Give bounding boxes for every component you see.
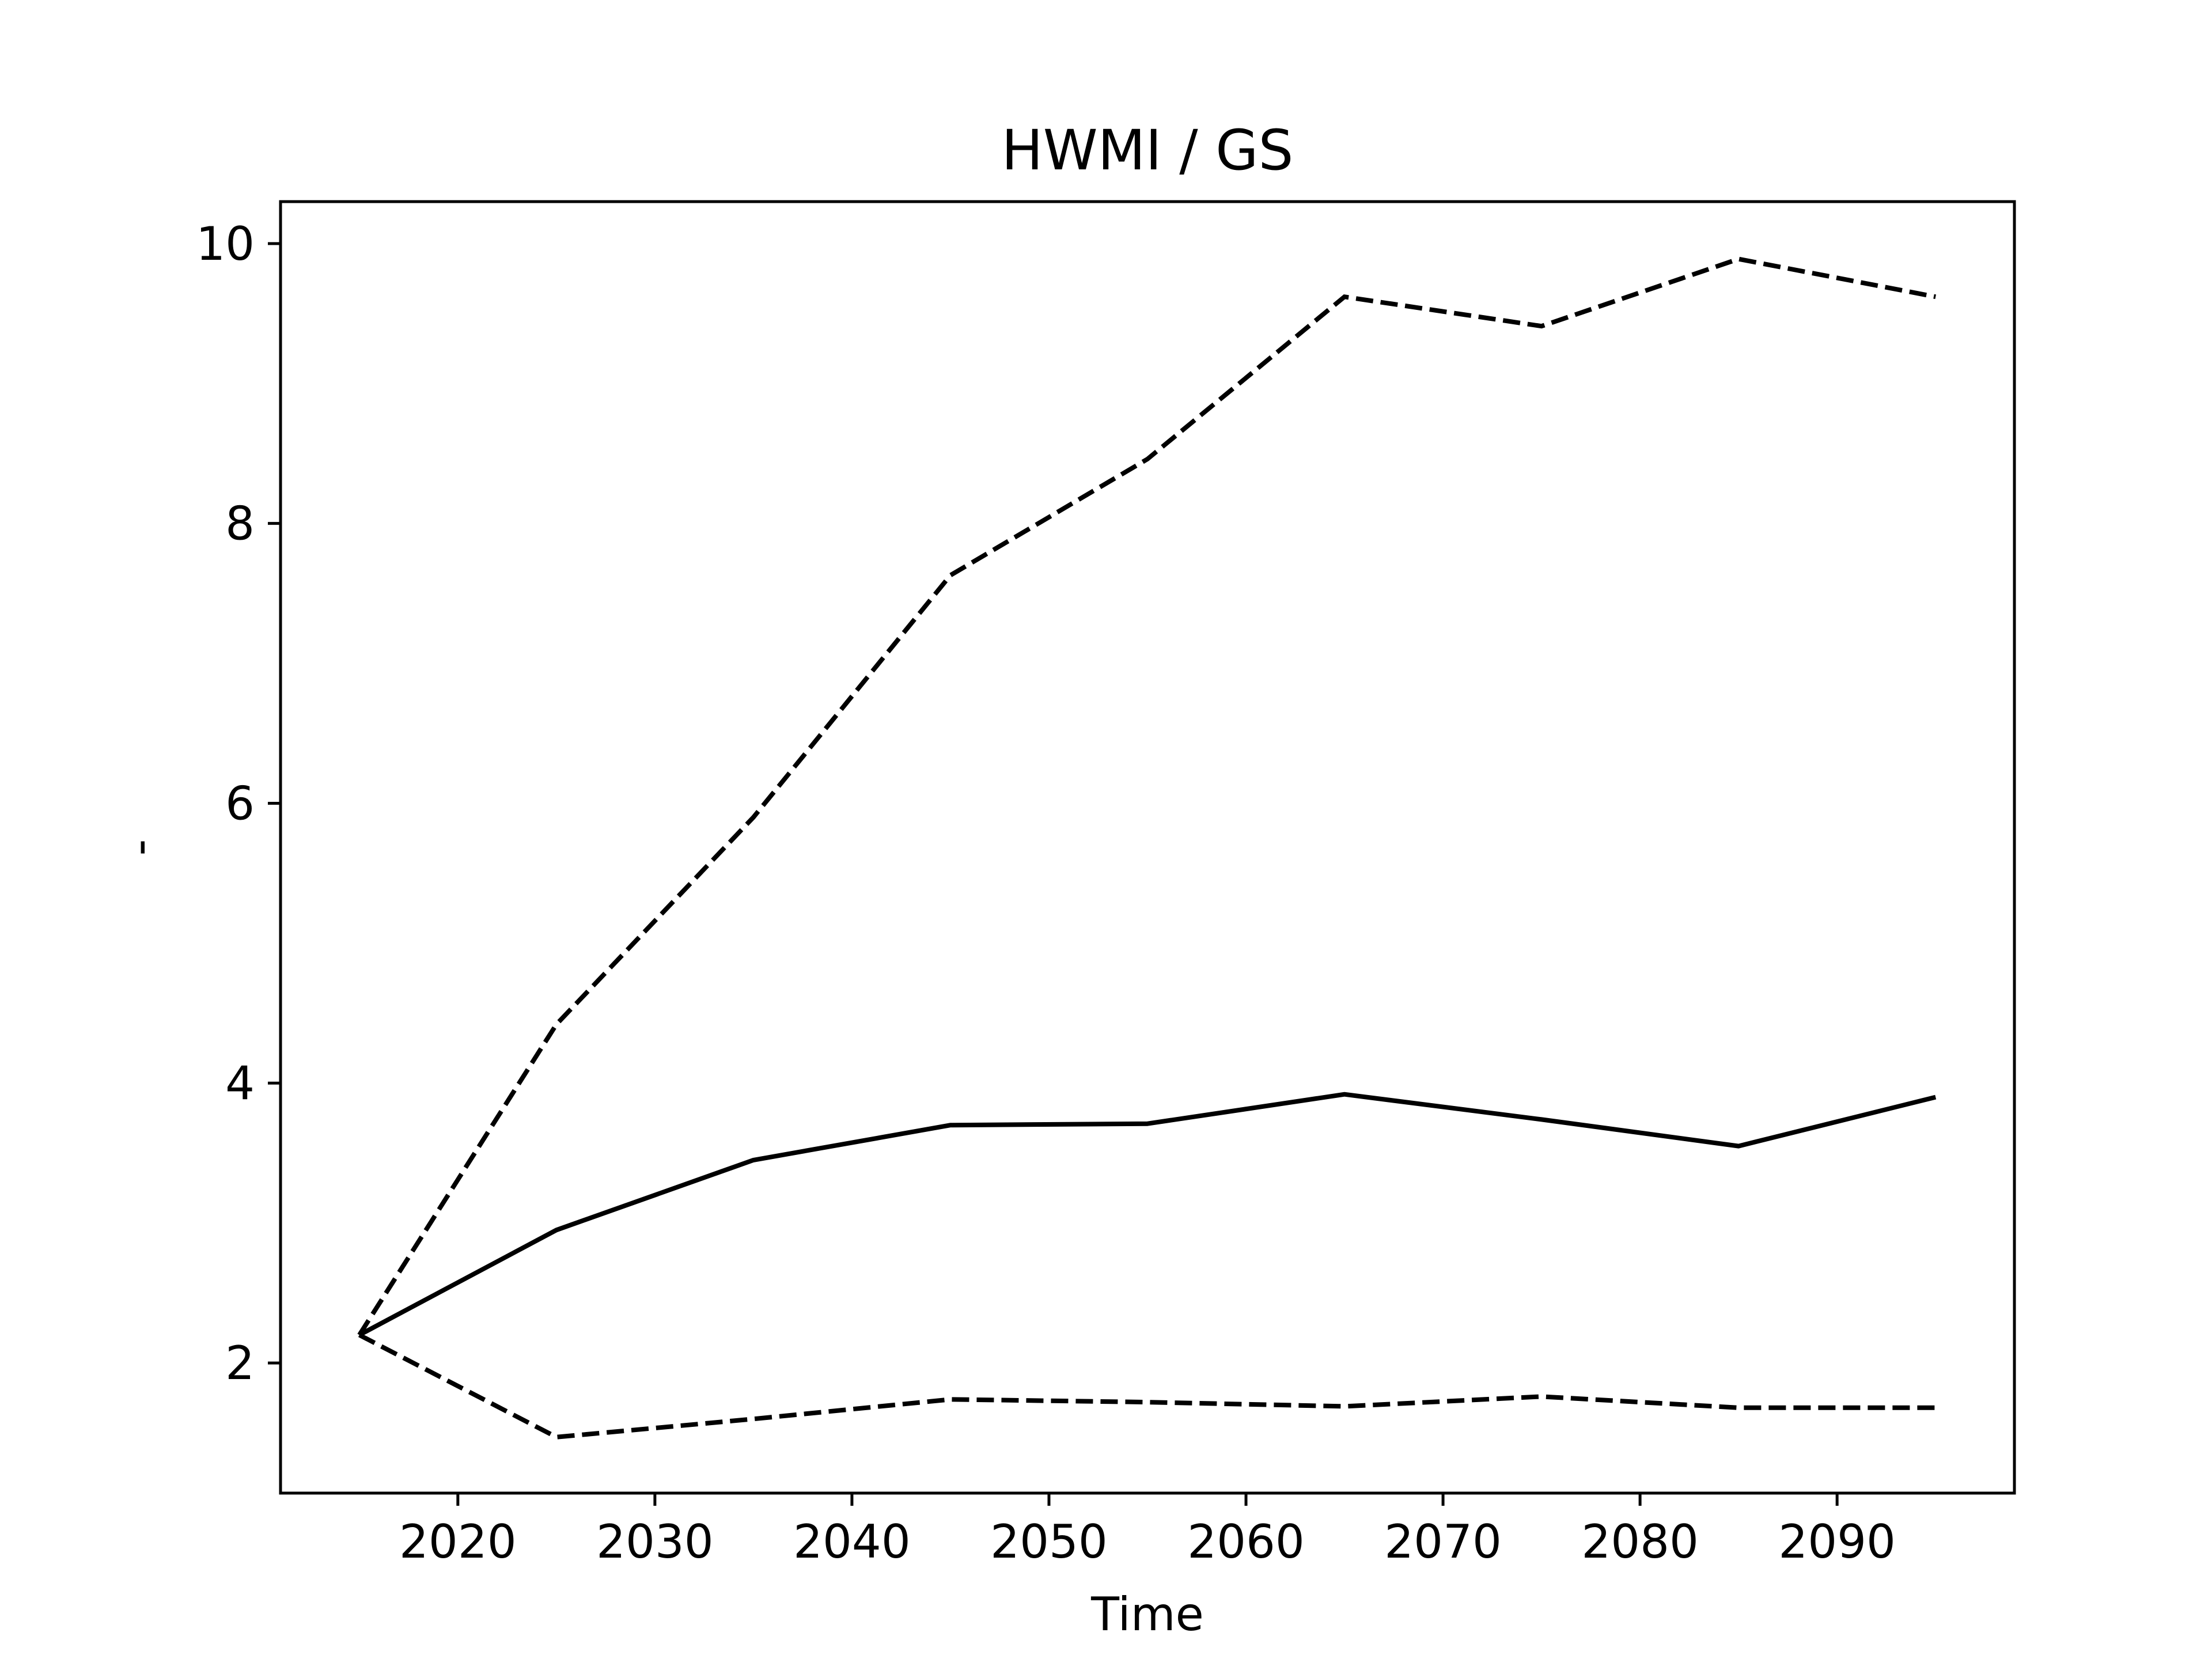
x-axis-ticks: 2020 2030 2040 2050 2060 2070 2080 2090 [399,1493,1896,1569]
series-layer [357,256,1937,1440]
y-tick-label: 4 [225,1056,255,1110]
series-line-2 [358,1092,1937,1338]
y-axis-label: - [113,839,166,856]
x-tick-label: 2050 [990,1515,1108,1569]
x-tick-label: 2030 [596,1515,714,1569]
y-tick-label: 10 [196,217,255,271]
chart-title: HWMI / GS [1002,118,1294,183]
x-axis-label: Time [1090,1588,1204,1641]
x-tick-label: 2040 [793,1515,911,1569]
x-tick-label: 2060 [1187,1515,1305,1569]
x-tick-label: 2020 [399,1515,517,1569]
y-tick-label: 8 [225,497,255,551]
y-tick-label: 6 [225,777,255,830]
y-axis-ticks: 2 4 6 8 10 [196,217,281,1390]
y-tick-label: 2 [225,1336,255,1390]
series-line-3 [358,1332,1936,1440]
series-line-1 [357,256,1936,1336]
x-tick-label: 2070 [1384,1515,1502,1569]
plot-frame [279,200,2016,1495]
x-tick-label: 2080 [1581,1515,1699,1569]
x-tick-label: 2090 [1778,1515,1896,1569]
